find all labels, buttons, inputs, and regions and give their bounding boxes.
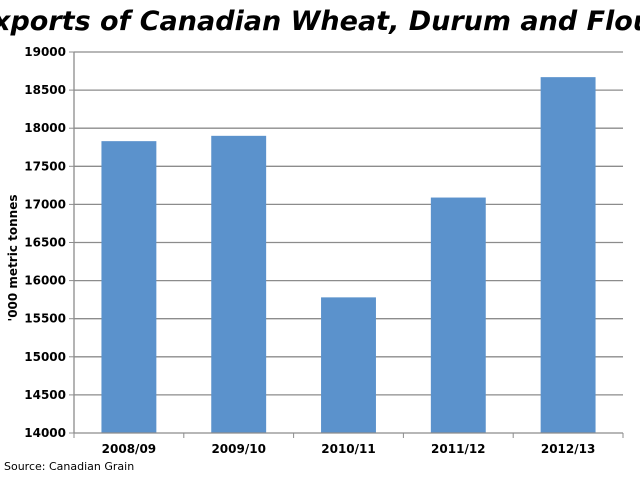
y-tick-label: 18500 [24, 83, 66, 97]
bar-2010/11 [321, 297, 376, 433]
x-tick-label: 2010/11 [321, 442, 375, 456]
y-tick-label: 14500 [24, 388, 66, 402]
bar-2009/10 [211, 135, 267, 433]
x-tick-label: 2009/10 [211, 442, 265, 456]
x-tick-label: 2011/12 [431, 442, 485, 456]
bar-2012/13 [540, 77, 596, 433]
bar-2008/09 [101, 141, 157, 434]
x-tick-label: 2008/09 [102, 442, 156, 456]
y-tick-labels: 14000 14500 15000 15500 16000 16500 17000 17500… [24, 45, 66, 440]
y-tick-label: 14000 [24, 426, 66, 440]
chart-title: Exports of Canadian Wheat, Durum and Flo… [0, 6, 640, 37]
y-tick-label: 19000 [24, 45, 66, 59]
y-axis-label: '000 metric tonnes [6, 195, 20, 322]
y-tick-label: 17000 [24, 197, 66, 211]
axes [73, 52, 624, 438]
x-tick-label: 2012/13 [541, 442, 595, 456]
y-tick-label: 18000 [24, 121, 66, 135]
bars [101, 77, 596, 434]
bar-2011/12 [430, 197, 486, 433]
y-tick-label: 16000 [24, 274, 66, 288]
source-note: Source: Canadian Grain [4, 460, 134, 473]
y-tick-label: 15000 [24, 350, 66, 364]
y-tick-label: 15500 [24, 312, 66, 326]
x-tick-labels: 2008/09 2009/10 2010/11 2011/12 2012/13 [102, 442, 596, 456]
y-tick-label: 17500 [24, 159, 66, 173]
y-tick-label: 16500 [24, 236, 66, 250]
